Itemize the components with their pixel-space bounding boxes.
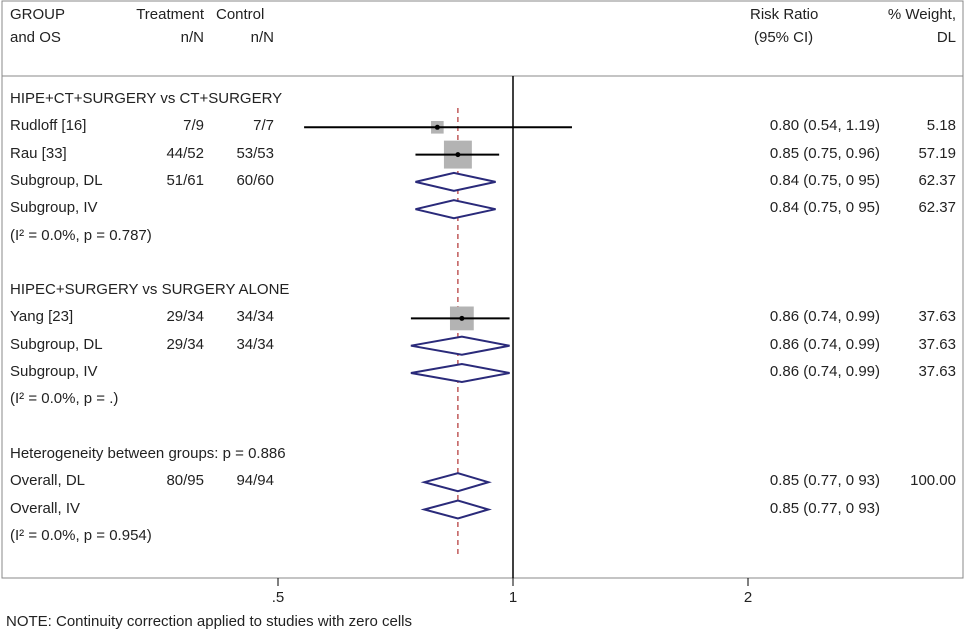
row-weight: 37.63 [918,308,956,326]
row-label: Subgroup, IV [10,363,98,380]
header-control-sub: n/N [250,29,274,46]
study-point-estimate [455,152,461,158]
row-control: 53/53 [236,144,274,162]
row-label: Rau [33] [10,144,67,162]
row-weight: 37.63 [918,363,956,380]
row-label: Overall, DL [10,472,86,490]
header-ci: (95% CI) [754,29,814,46]
row-label: Rudloff [16] [10,117,87,135]
pooled-estimate-diamond [420,499,492,520]
row-weight: 57.19 [918,144,956,162]
header-risk-ratio: Risk Ratio [750,6,819,23]
row-weight: 62.37 [918,171,956,189]
row-label: Overall, IV [10,499,81,517]
x-tick-label: .5 [272,589,285,606]
pooled-estimate-diamond [415,199,496,220]
row-weight: 100.00 [910,472,956,490]
header-treatment-sub: n/N [180,29,204,46]
pooled-estimate-diamond [415,171,496,192]
row-weight: 62.37 [918,199,956,217]
row-treatment: 44/52 [166,144,204,162]
row-weight: 5.18 [926,117,956,135]
x-tick-label: 1 [509,589,517,606]
header-weight-sub: DL [936,29,956,46]
row-ci-text: 0.84 (0.75, 0 95) [769,171,880,189]
subgroup-heading: HIPE+CT+SURGERY vs CT+SURGERY [10,90,283,107]
row-label: Subgroup, IV [10,199,98,217]
pooled-estimate-diamond [420,472,492,493]
header-weight: % Weight, [887,6,956,23]
pooled-estimate-diamond [410,335,510,356]
row-control: 60/60 [236,171,274,189]
row-label: (I² = 0.0%, p = 0.787) [10,226,152,244]
row-control: 34/34 [236,335,274,353]
row-label: (I² = 0.0%, p = 0.954) [10,526,152,544]
row-label: Yang [23] [10,308,74,326]
row-ci-text: 0.85 (0.77, 0 93) [769,472,880,490]
row-label: Heterogeneity between groups: p = 0.886 [10,444,286,462]
row-ci-text: 0.85 (0.77, 0 93) [769,499,880,517]
row-ci-text: 0.86 (0.74, 0.99) [769,363,880,380]
row-weight: 37.63 [918,335,956,353]
row-ci-text: 0.80 (0.54, 1.19) [769,117,880,135]
header-group: GROUP [10,6,66,23]
study-point-estimate [434,124,440,130]
subgroup-heading: HIPEC+SURGERY vs SURGERY ALONE [10,281,290,299]
plot-frame [1,0,964,579]
row-treatment: 7/9 [183,117,204,135]
pooled-estimate-diamond [410,362,510,384]
row-treatment: 29/34 [166,335,204,353]
row-control: 94/94 [236,472,274,490]
row-treatment: 51/61 [166,171,204,189]
header-control: Control [216,6,265,23]
row-ci-text: 0.86 (0.74, 0.99) [769,308,880,326]
header-group-sub: and OS [10,29,61,46]
row-control: 34/34 [236,308,274,326]
row-ci-text: 0.84 (0.75, 0 95) [769,199,880,217]
header-treatment: Treatment [136,6,204,23]
study-point-estimate [459,315,465,321]
row-label: Subgroup, DL [10,171,103,189]
row-label: Subgroup, DL [10,335,103,353]
row-treatment: 80/95 [166,472,204,490]
row-control: 7/7 [253,117,274,135]
row-ci-text: 0.85 (0.75, 0.96) [769,144,880,162]
row-treatment: 29/34 [166,308,204,326]
x-tick-label: 2 [744,589,752,606]
row-ci-text: 0.86 (0.74, 0.99) [769,335,880,353]
footer-note: NOTE: Continuity correction applied to s… [6,613,413,630]
row-label: (I² = 0.0%, p = .) [10,390,119,408]
